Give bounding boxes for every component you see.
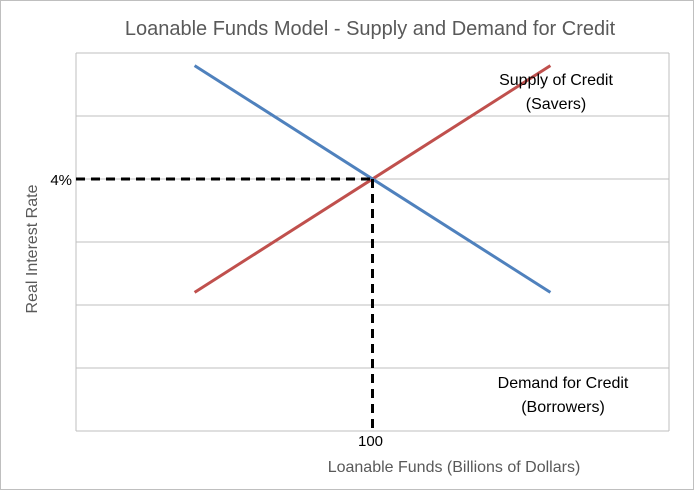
x-axis-title: Loanable Funds (Billions of Dollars) <box>328 459 581 476</box>
demand-annotation-line-1: Demand for Credit <box>498 375 629 392</box>
chart-title: Loanable Funds Model - Supply and Demand… <box>125 18 616 40</box>
supply-annotation-line-1: Supply of Credit <box>499 72 613 89</box>
y-axis-title: Real Interest Rate <box>24 184 41 313</box>
x-tick-label: 100 <box>358 433 383 450</box>
supply-annotation-line-2: (Savers) <box>526 96 586 113</box>
y-tick-label: 4% <box>50 172 72 189</box>
demand-annotation-line-2: (Borrowers) <box>521 399 605 416</box>
